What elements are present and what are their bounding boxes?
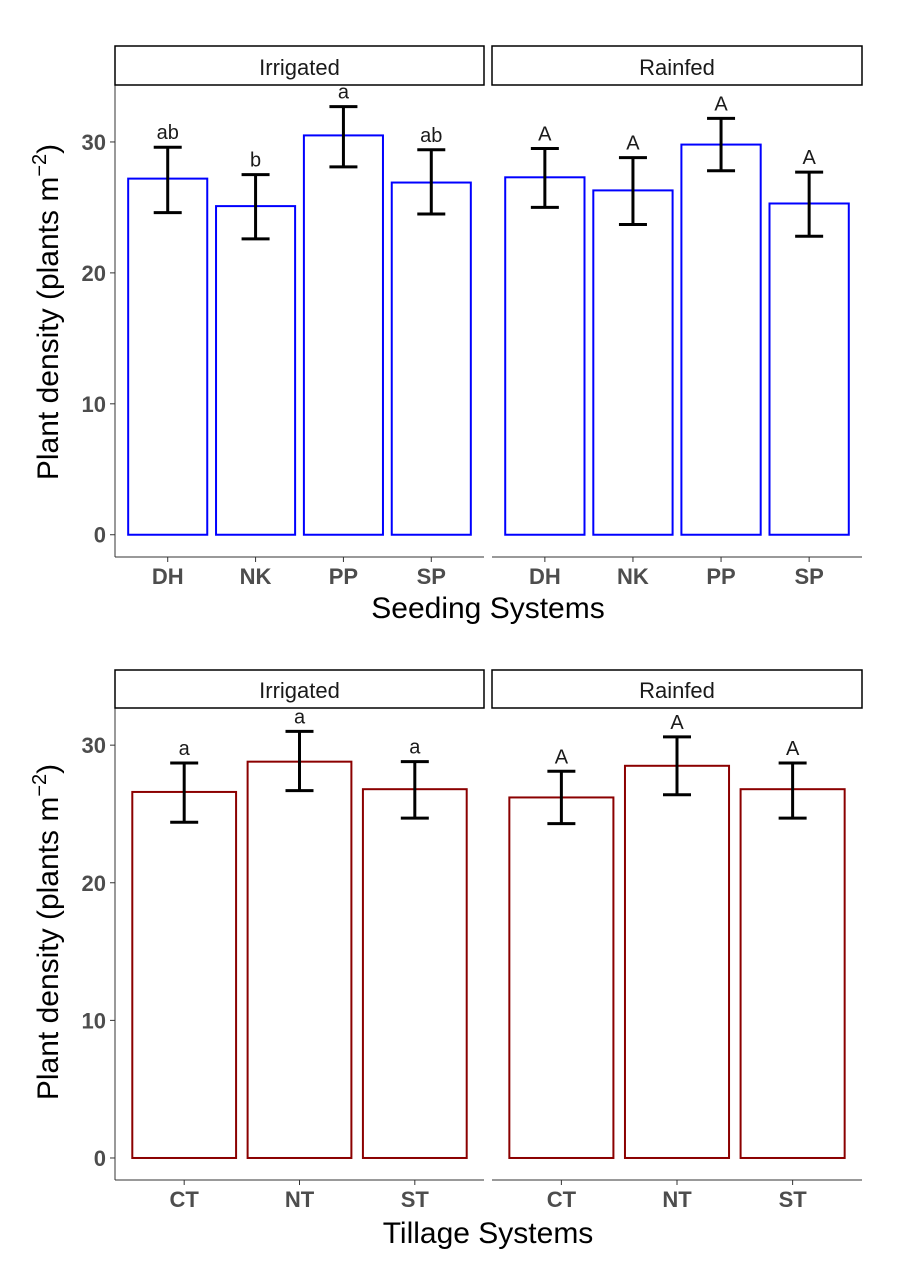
significance-letter: A <box>786 738 800 760</box>
facet-strip <box>114 45 485 86</box>
x-tick-label: ST <box>779 1187 808 1212</box>
x-tick-label: NT <box>285 1187 315 1212</box>
significance-letter: A <box>626 133 640 155</box>
bar-sp <box>390 181 472 536</box>
facet-strip-label: Irrigated <box>259 55 340 80</box>
x-tick-label: NK <box>617 564 649 589</box>
bar-st <box>739 788 846 1159</box>
chart-2: 0 10 20 30 Plant density (plants m−2) Tillage… <box>29 669 863 1250</box>
y-axis-title: Plant density (plants m−2) <box>29 144 65 480</box>
bar-nk <box>592 189 674 536</box>
y-axis-title-superscript: −2 <box>29 774 51 797</box>
significance-letter: A <box>670 712 684 734</box>
y-tick-label: 20 <box>82 261 106 286</box>
x-tick-label: SP <box>417 564 446 589</box>
significance-letter: a <box>409 737 421 759</box>
bar-ct <box>508 796 615 1159</box>
significance-letter: ab <box>420 125 442 147</box>
y-tick-label: 30 <box>82 733 106 758</box>
x-tick-label: DH <box>529 564 561 589</box>
y-tick-label: 20 <box>82 871 106 896</box>
bar-st <box>361 788 468 1159</box>
facet-strip <box>491 45 863 86</box>
x-axis-title: Seeding Systems <box>371 592 604 625</box>
y-axis-title-close: ) <box>32 764 65 774</box>
y-tick-label: 0 <box>94 1146 106 1171</box>
x-tick-label: NK <box>240 564 272 589</box>
y-tick-label: 10 <box>82 1008 106 1033</box>
significance-letter: a <box>338 82 350 104</box>
panel-irrigated: Irrigated a CT a NT a ST <box>114 669 485 1212</box>
x-tick-label: CT <box>547 1187 577 1212</box>
x-tick-label: CT <box>170 1187 200 1212</box>
x-tick-label: SP <box>794 564 823 589</box>
x-tick-label: DH <box>152 564 184 589</box>
significance-letter: a <box>294 706 306 728</box>
bar-nk <box>215 205 297 536</box>
facet-strip-label: Rainfed <box>639 678 715 703</box>
panel-rainfed: Rainfed A DH A NK A PP A SP <box>491 45 863 589</box>
facet-strip <box>491 669 863 709</box>
bar-ct <box>131 790 238 1159</box>
y-axis-title-text: Plant density (plants m <box>32 797 65 1100</box>
bar-nt <box>623 764 731 1159</box>
bar-dh <box>127 177 209 536</box>
panel-irrigated: Irrigated ab DH b NK a PP ab SP <box>114 45 485 589</box>
significance-letter: A <box>802 147 816 169</box>
x-tick-label: ST <box>401 1187 430 1212</box>
y-axis-title-superscript: −2 <box>29 154 51 177</box>
facet-strip <box>114 669 485 709</box>
x-tick-label: PP <box>706 564 735 589</box>
significance-letter: A <box>538 124 552 146</box>
significance-letter: a <box>179 738 191 760</box>
significance-letter: A <box>714 93 728 115</box>
panel-rainfed: Rainfed A CT A NT A ST <box>491 669 863 1212</box>
significance-letter: b <box>250 150 261 172</box>
x-tick-label: NT <box>662 1187 692 1212</box>
x-tick-label: PP <box>329 564 358 589</box>
facet-strip-label: Irrigated <box>259 678 340 703</box>
chart-1: 0 10 20 30 Plant density (plants m−2) Seeding… <box>29 45 863 625</box>
y-tick-label: 10 <box>82 392 106 417</box>
significance-letter: A <box>555 746 569 768</box>
y-tick-label: 30 <box>82 130 106 155</box>
bar-nt <box>246 760 353 1159</box>
bar-sp <box>768 202 850 536</box>
bar-pp <box>680 143 762 536</box>
y-axis-title: Plant density (plants m−2) <box>29 764 65 1100</box>
bar-dh <box>504 176 586 536</box>
y-axis-title-text: Plant density (plants m <box>32 177 65 480</box>
y-axis-title-close: ) <box>32 144 65 154</box>
facet-strip-label: Rainfed <box>639 55 715 80</box>
y-tick-label: 0 <box>94 523 106 548</box>
x-axis-title: Tillage Systems <box>383 1217 594 1250</box>
bar-pp <box>302 134 384 536</box>
significance-letter: ab <box>157 122 179 144</box>
